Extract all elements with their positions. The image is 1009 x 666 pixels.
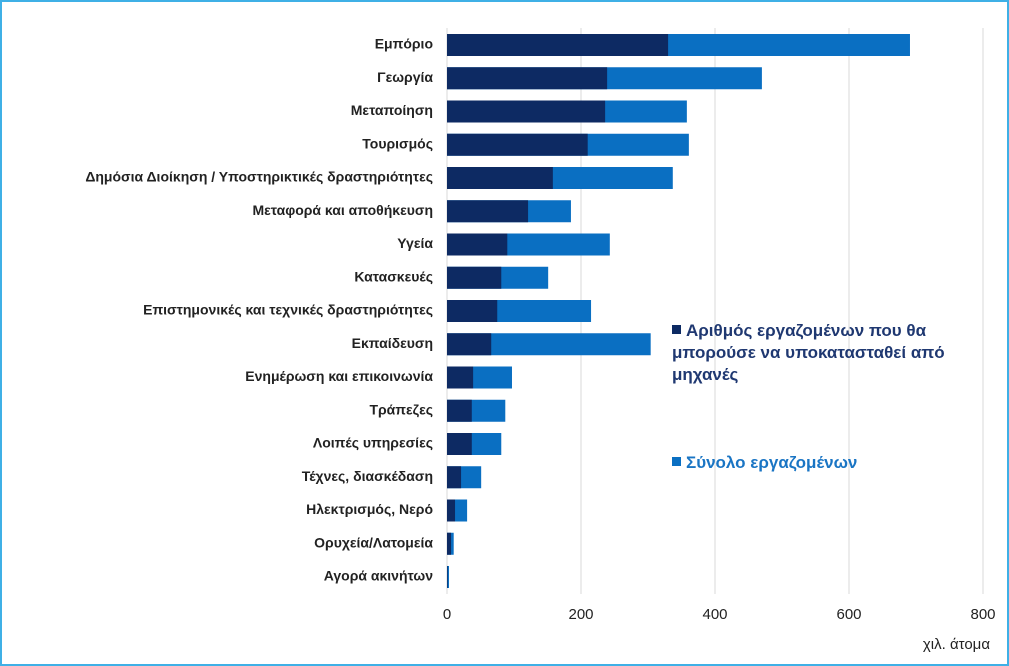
bar — [447, 67, 608, 90]
bar — [447, 333, 651, 356]
y-tick-label: Ενημέρωση και επικοινωνία — [245, 368, 433, 384]
x-tick-label: 400 — [702, 606, 727, 623]
legend-swatch — [672, 457, 681, 466]
y-tick-label: Εκπαίδευση — [352, 335, 433, 351]
bar — [447, 532, 452, 555]
y-tick-label: Γεωργία — [377, 69, 433, 85]
bar — [447, 566, 450, 588]
y-tick-label: Τουρισμός — [362, 135, 433, 151]
bar — [447, 233, 508, 256]
y-tick-label: Εμπόριο — [375, 36, 433, 52]
x-tick-label: 0 — [443, 606, 451, 623]
bar — [447, 266, 502, 289]
y-tick-label: Ηλεκτρισμός, Νερό — [306, 501, 433, 517]
bar — [447, 499, 456, 522]
y-tick-label: Δημόσια Διοίκηση / Υποστηρικτικές δραστη… — [85, 169, 433, 185]
y-tick-label: Υγεία — [397, 235, 433, 251]
y-tick-label: Τράπεζες — [369, 401, 433, 417]
x-axis-label: χιλ. άτομα — [923, 636, 990, 653]
bar — [447, 300, 498, 322]
bar — [447, 466, 462, 489]
legend-text: Σύνολο εργαζομένων — [686, 453, 858, 472]
legend-text: Αριθμός εργαζομένων που θα μπορούσε να υ… — [672, 321, 945, 384]
y-tick-label: Αγορά ακινήτων — [324, 568, 433, 584]
y-tick-label: Λοιπές υπηρεσίες — [313, 435, 433, 451]
bar — [447, 100, 606, 123]
legend-swatch — [672, 325, 681, 334]
y-tick-label: Μεταφορά και αποθήκευση — [252, 202, 433, 218]
bar — [447, 200, 529, 223]
y-tick-label: Επιστημονικές και τεχνικές δραστηριότητε… — [143, 302, 433, 318]
bar — [447, 433, 472, 455]
bar — [447, 34, 669, 56]
legend-entry: Σύνολο εργαζομένων — [672, 452, 972, 474]
bar — [447, 333, 492, 356]
y-tick-label: Κατασκευές — [354, 268, 433, 284]
y-tick-label: Μεταποίηση — [351, 102, 433, 118]
y-tick-label: Τέχνες, διασκέδαση — [302, 468, 433, 484]
y-tick-label: Ορυχεία/Λατομεία — [314, 534, 433, 550]
x-tick-label: 600 — [836, 606, 861, 623]
bar — [447, 366, 474, 389]
x-tick-label: 800 — [970, 606, 995, 623]
x-tick-label: 200 — [568, 606, 593, 623]
bar — [447, 399, 472, 422]
bar — [447, 167, 553, 189]
bar — [447, 566, 448, 588]
bar — [447, 133, 588, 156]
legend-entry: Αριθμός εργαζομένων που θα μπορούσε να υ… — [672, 320, 972, 386]
